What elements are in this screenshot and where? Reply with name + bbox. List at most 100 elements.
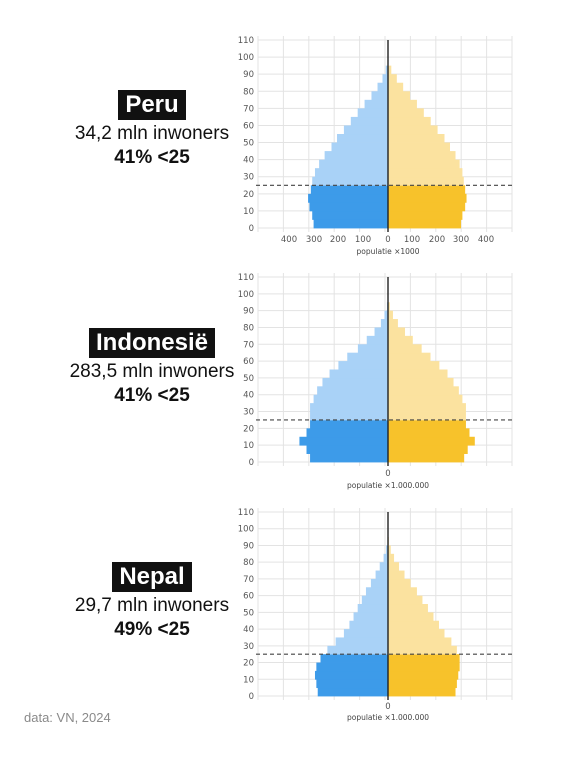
population-text: 29,7 mln inwoners xyxy=(74,595,230,616)
youth-share-text: 41% <25 xyxy=(114,147,190,168)
female-bar xyxy=(388,604,428,613)
y-tick-label: 40 xyxy=(243,391,254,401)
x-tick-label: 400 xyxy=(281,235,297,245)
y-tick-label: 70 xyxy=(243,575,254,585)
female-bar xyxy=(388,403,466,412)
y-tick-label: 90 xyxy=(243,70,254,80)
female-bar xyxy=(388,310,393,320)
male-bar xyxy=(349,620,388,630)
female-bar xyxy=(388,612,434,622)
x-tick-label: 300 xyxy=(453,235,469,245)
y-tick-label: 0 xyxy=(249,692,254,702)
female-bar xyxy=(388,74,397,84)
male-bar xyxy=(347,352,388,362)
male-bar xyxy=(299,436,388,446)
y-tick-label: 110 xyxy=(238,273,254,283)
female-bar xyxy=(388,620,439,630)
female-bar xyxy=(388,185,466,195)
y-tick-label: 110 xyxy=(238,36,254,46)
female-bar xyxy=(388,134,445,143)
male-bar xyxy=(306,445,388,454)
female-bar xyxy=(388,570,405,580)
male-bar xyxy=(343,125,388,135)
male-bar xyxy=(375,570,388,580)
y-tick-label: 50 xyxy=(243,374,254,384)
youth-share-text: 49% <25 xyxy=(114,619,190,640)
male-bar xyxy=(329,369,388,379)
female-bar xyxy=(388,436,475,446)
female-bar xyxy=(388,562,400,571)
x-axis-label: populatie ×1.000.000 xyxy=(347,713,429,722)
male-bar xyxy=(353,612,388,622)
male-bar xyxy=(331,142,388,152)
y-tick-label: 20 xyxy=(243,424,254,434)
female-bar xyxy=(388,319,398,328)
y-tick-label: 80 xyxy=(243,87,254,97)
male-bar xyxy=(384,310,388,320)
female-bar xyxy=(388,545,391,555)
y-tick-label: 10 xyxy=(243,207,254,217)
male-bar xyxy=(357,344,388,354)
male-bar xyxy=(313,394,388,404)
female-bar xyxy=(388,578,411,588)
female-bar xyxy=(388,151,456,161)
x-tick-label: 300 xyxy=(306,235,322,245)
female-bar xyxy=(388,168,463,178)
male-bar xyxy=(337,134,388,143)
y-tick-label: 40 xyxy=(243,625,254,635)
x-axis-label: populatie ×1000 xyxy=(357,247,420,256)
population-text: 283,5 mln inwoners xyxy=(69,361,235,382)
male-bar xyxy=(310,453,388,463)
male-bar xyxy=(361,595,388,605)
y-tick-label: 30 xyxy=(243,642,254,652)
male-bar xyxy=(319,159,388,169)
male-bar xyxy=(371,91,388,101)
male-bar xyxy=(314,670,388,680)
y-tick-label: 90 xyxy=(243,307,254,317)
female-bar xyxy=(388,176,464,186)
country-name: Nepal xyxy=(112,562,192,592)
male-bar xyxy=(370,578,388,588)
male-bar xyxy=(385,65,388,75)
x-tick-label: 400 xyxy=(478,235,494,245)
female-bar xyxy=(388,411,466,421)
male-bar xyxy=(316,662,388,672)
male-bar xyxy=(335,637,388,647)
source-note: data: VN, 2024 xyxy=(24,710,111,725)
female-bar xyxy=(388,159,460,169)
female-bar xyxy=(388,99,417,109)
country-info: Indonesië 283,5 mln inwoners 41% <25 xyxy=(24,328,280,408)
y-tick-label: 70 xyxy=(243,340,254,350)
female-bar xyxy=(388,91,411,101)
male-bar xyxy=(383,553,388,563)
female-bar xyxy=(388,344,422,354)
y-tick-label: 30 xyxy=(243,408,254,418)
x-tick-label: 100 xyxy=(404,235,420,245)
male-bar xyxy=(322,377,388,387)
male-bar xyxy=(343,629,388,638)
country-name: Indonesië xyxy=(88,328,216,358)
x-tick-label: 200 xyxy=(330,235,346,245)
country-name: Peru xyxy=(118,90,186,120)
female-bar xyxy=(388,142,450,152)
y-tick-label: 40 xyxy=(243,156,254,166)
female-bar xyxy=(388,369,448,379)
male-bar xyxy=(327,645,388,655)
male-bar xyxy=(365,587,388,597)
female-bar xyxy=(388,419,466,429)
male-bar xyxy=(309,202,388,212)
y-tick-label: 60 xyxy=(243,121,254,131)
y-tick-label: 100 xyxy=(238,525,254,535)
male-bar xyxy=(314,168,388,178)
youth-share-text: 41% <25 xyxy=(114,385,190,406)
y-tick-label: 90 xyxy=(243,541,254,551)
male-bar xyxy=(312,210,388,220)
male-bar xyxy=(310,419,388,429)
male-bar xyxy=(308,193,388,203)
female-bar xyxy=(388,219,462,229)
y-tick-label: 70 xyxy=(243,104,254,114)
female-bar xyxy=(388,210,463,220)
female-bar xyxy=(388,453,465,463)
female-bar xyxy=(388,595,423,605)
female-bar xyxy=(388,645,457,655)
